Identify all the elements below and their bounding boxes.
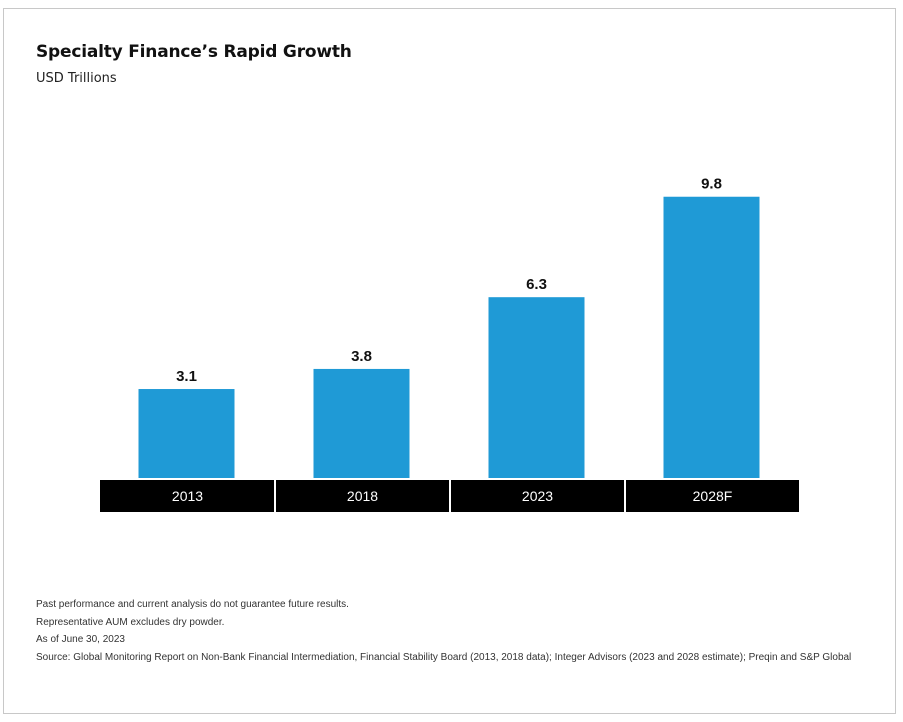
bar-2013 bbox=[138, 389, 235, 478]
footnote-performance: Past performance and current analysis do… bbox=[36, 599, 349, 610]
bar-2023 bbox=[488, 297, 585, 478]
tick-label-2013: 2013 bbox=[172, 488, 203, 504]
footnotes: Past performance and current analysis do… bbox=[36, 596, 851, 666]
data-label-2013: 3.1 bbox=[176, 368, 197, 385]
chart-title: Specialty Finance’s Rapid Growth bbox=[36, 42, 352, 62]
tick-label-2018: 2018 bbox=[347, 488, 378, 504]
category-band-2013 bbox=[100, 480, 274, 512]
tick-label-2028f: 2028F bbox=[693, 488, 733, 504]
data-label-2028f: 9.8 bbox=[701, 176, 722, 193]
category-band-2028f bbox=[626, 480, 799, 512]
bar-2018 bbox=[313, 368, 410, 478]
footnote-source: Source: Global Monitoring Report on Non-… bbox=[36, 651, 852, 663]
footnote-date: As of June 30, 2023 bbox=[36, 634, 125, 645]
footnote-aum: Representative AUM excludes dry powder. bbox=[36, 616, 225, 628]
category-band-2023 bbox=[451, 480, 624, 512]
data-label-2023: 6.3 bbox=[526, 276, 547, 293]
data-label-2018: 3.8 bbox=[351, 348, 372, 365]
chart-subtitle: USD Trillions bbox=[36, 71, 117, 86]
category-band-2018 bbox=[276, 480, 449, 512]
tick-label-2023: 2023 bbox=[522, 488, 553, 504]
bar-2028f bbox=[663, 196, 760, 479]
